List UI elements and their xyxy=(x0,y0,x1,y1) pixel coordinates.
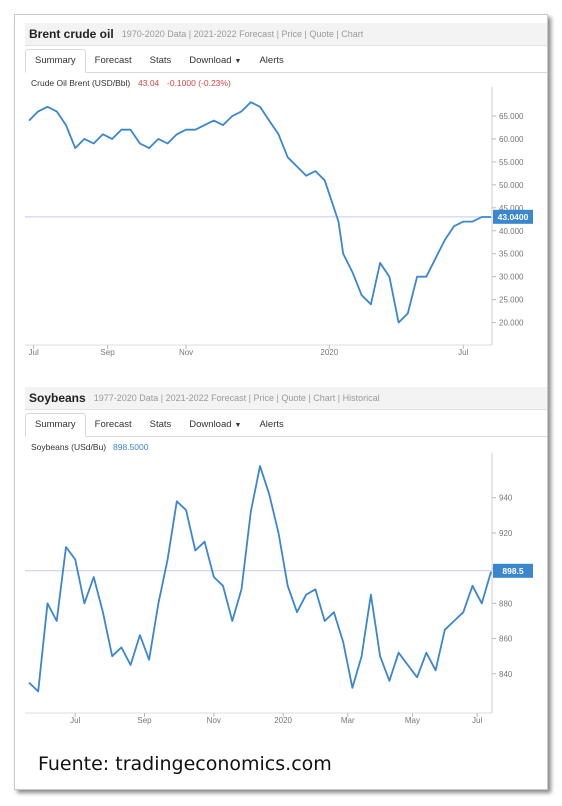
brent-nav-price[interactable]: Price xyxy=(281,29,303,39)
brent-tabs: Summary Forecast Stats Download ▼ Alerts xyxy=(25,48,547,73)
brent-tab-download[interactable]: Download ▼ xyxy=(180,50,250,72)
soybeans-nav-chart[interactable]: Chart xyxy=(313,393,336,403)
brent-nav-chart[interactable]: Chart xyxy=(341,29,364,39)
brent-nav-data[interactable]: 1970-2020 Data xyxy=(121,29,187,39)
soybeans-x-tick-label: Jul xyxy=(472,716,482,725)
brent-x-tick-label: Jul xyxy=(29,348,39,357)
caret-down-icon: ▼ xyxy=(234,422,242,429)
soybeans-tab-alerts[interactable]: Alerts xyxy=(259,419,284,430)
soybeans-nav-price[interactable]: Price xyxy=(253,393,275,403)
brent-y-tick-label: 20.000 xyxy=(499,319,524,328)
soybeans-tabs: Summary Forecast Stats Download ▼ Alerts xyxy=(25,412,547,437)
soybeans-x-tick-label: May xyxy=(405,716,420,725)
soybeans-tab-forecast[interactable]: Forecast xyxy=(94,419,132,430)
soybeans-y-tick-label: 880 xyxy=(499,599,513,608)
brent-y-tick-label: 55.000 xyxy=(499,158,524,167)
brent-y-tick-label: 45.000 xyxy=(499,204,524,213)
brent-x-tick-label: Sep xyxy=(100,348,115,357)
brent-download-label: Download xyxy=(189,55,232,66)
brent-tab-forecast[interactable]: Forecast xyxy=(94,55,132,66)
brent-y-tick-label: 50.000 xyxy=(499,181,524,190)
brent-titlebar: Brent crude oil 1970-2020 Data | 2021-20… xyxy=(25,23,547,46)
brent-nav-links: 1970-2020 Data | 2021-2022 Forecast | Pr… xyxy=(121,29,364,39)
brent-nav-quote[interactable]: Quote xyxy=(309,29,334,39)
caret-down-icon: ▼ xyxy=(234,58,242,65)
soybeans-x-tick-label: Mar xyxy=(341,716,355,725)
brent-tab-stats[interactable]: Stats xyxy=(149,55,172,66)
soybeans-series-label: Soybeans (USd/Bu) xyxy=(31,442,106,452)
soybeans-last-value: 898.5000 xyxy=(113,442,149,452)
soybeans-tab-summary[interactable]: Summary xyxy=(25,413,86,437)
soybeans-tab-download[interactable]: Download ▼ xyxy=(180,414,250,436)
brent-tab-summary[interactable]: Summary xyxy=(25,49,86,73)
soybeans-x-tick-label: 2020 xyxy=(274,716,292,725)
brent-nav-forecast[interactable]: 2021-2022 Forecast xyxy=(193,29,275,39)
brent-tab-alerts[interactable]: Alerts xyxy=(259,55,284,66)
brent-chart: Crude Oil Brent (USD/Bbl) 43.04 -0.1000 … xyxy=(25,73,547,368)
figure-frame: Brent crude oil 1970-2020 Data | 2021-20… xyxy=(14,14,548,790)
soybeans-tab-stats[interactable]: Stats xyxy=(149,419,172,430)
soybeans-x-tick-label: Jul xyxy=(70,716,80,725)
soybeans-x-tick-label: Sep xyxy=(137,716,152,725)
soybeans-titlebar: Soybeans 1977-2020 Data | 2021-2022 Fore… xyxy=(25,387,547,410)
brent-y-tick-label: 60.000 xyxy=(499,135,524,144)
brent-y-tick-label: 65.000 xyxy=(499,112,524,121)
source-caption: Fuente: tradingeconomics.com xyxy=(38,753,332,775)
brent-series-label: Crude Oil Brent (USD/Bbl) xyxy=(31,78,130,88)
brent-title: Brent crude oil xyxy=(29,27,114,41)
soybeans-chart-svg: Soybeans (USd/Bu) 898.5000 9409209008808… xyxy=(25,442,533,725)
soybeans-x-tick-label: Nov xyxy=(207,716,221,725)
soybeans-y-tick-label: 840 xyxy=(499,670,513,679)
brent-x-tick-label: Nov xyxy=(179,348,193,357)
soybeans-y-tick-label: 940 xyxy=(499,494,513,503)
brent-series-line xyxy=(28,101,491,324)
soybeans-current-marker-bg xyxy=(493,563,533,578)
brent-y-tick-label: 40.000 xyxy=(499,227,524,236)
soybeans-nav-historical[interactable]: Historical xyxy=(342,393,380,403)
brent-x-tick-label: 2020 xyxy=(320,348,338,357)
soybeans-nav-links: 1977-2020 Data | 2021-2022 Forecast | Pr… xyxy=(93,393,380,403)
soybeans-nav-data[interactable]: 1977-2020 Data xyxy=(93,393,159,403)
brent-y-tick-label: 25.000 xyxy=(499,296,524,305)
brent-x-tick-label: Jul xyxy=(458,348,468,357)
soybeans-series-line xyxy=(28,465,492,693)
soybeans-y-tick-label: 920 xyxy=(499,529,513,538)
soybeans-nav-quote[interactable]: Quote xyxy=(281,393,306,403)
brent-current-marker-label: 43.0400 xyxy=(498,212,529,222)
soybeans-download-label: Download xyxy=(189,419,232,430)
brent-panel: Brent crude oil 1970-2020 Data | 2021-20… xyxy=(25,23,547,368)
brent-y-tick-label: 30.000 xyxy=(499,273,524,282)
brent-y-tick-label: 35.000 xyxy=(499,250,524,259)
soybeans-panel: Soybeans 1977-2020 Data | 2021-2022 Fore… xyxy=(25,387,547,732)
soybeans-title: Soybeans xyxy=(29,391,86,405)
soybeans-nav-forecast[interactable]: 2021-2022 Forecast xyxy=(165,393,247,403)
soybeans-y-tick-label: 860 xyxy=(499,635,513,644)
soybeans-current-marker-label: 898.5 xyxy=(502,566,524,576)
brent-current-marker-bg xyxy=(493,209,533,224)
brent-change: -0.1000 (-0.23%) xyxy=(167,78,231,88)
soybeans-chart: Soybeans (USd/Bu) 898.5000 9409209008808… xyxy=(25,437,547,732)
brent-chart-svg: Crude Oil Brent (USD/Bbl) 43.04 -0.1000 … xyxy=(25,78,533,357)
brent-last-value: 43.04 xyxy=(138,78,160,88)
